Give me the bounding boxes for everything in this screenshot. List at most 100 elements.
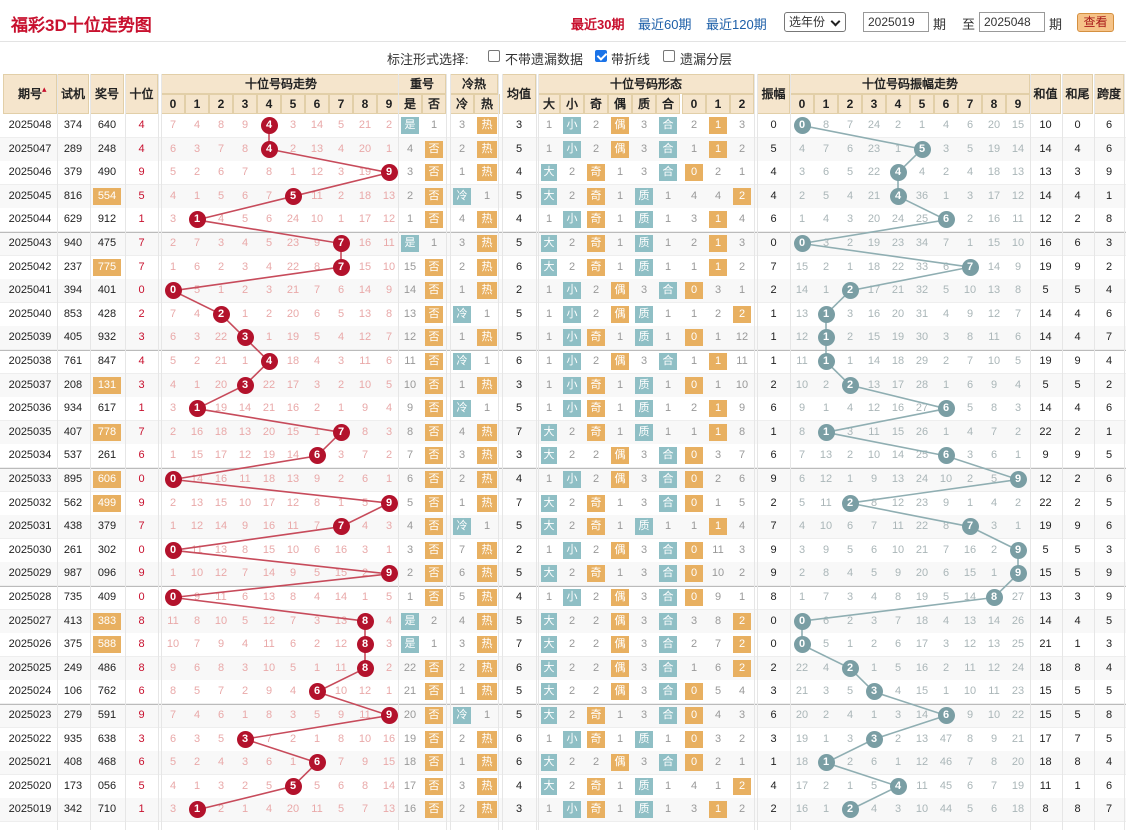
remainder-tag: 2 — [733, 612, 751, 630]
prime-miss: 3 — [640, 119, 648, 131]
amp-miss-cell: 7 — [822, 142, 830, 155]
trend-digit-header: 0 — [161, 94, 185, 114]
miss-cell: 7 — [241, 567, 249, 580]
miss-cell: 1 — [289, 166, 297, 179]
tail-cell: 3 — [1074, 591, 1081, 603]
hot-tag: 热 — [477, 423, 497, 441]
amp-miss-cell: 1 — [846, 638, 854, 651]
prize-cell: 847 — [97, 355, 117, 367]
composite-tag: 合 — [659, 612, 677, 630]
miss-cell: 7 — [313, 284, 321, 297]
search-button[interactable]: 查看 — [1077, 13, 1114, 32]
group-divider — [0, 585, 1126, 587]
miss-cell: 3 — [337, 166, 345, 179]
miss-cell: 12 — [334, 638, 348, 651]
miss-cell: 6 — [313, 543, 321, 556]
no-miss-data-label[interactable]: 不带遗漏数据 — [505, 52, 584, 67]
small-tag: 小 — [563, 589, 581, 606]
ten-cell: 9 — [138, 496, 145, 509]
amp-miss-cell: 4 — [942, 614, 950, 627]
year-select[interactable]: 选年份 — [784, 12, 846, 32]
span-cell: 6 — [1105, 142, 1113, 155]
amp-miss-cell: 5 — [966, 142, 974, 155]
cold-miss: 3 — [458, 779, 466, 792]
composite-miss: 1 — [664, 779, 672, 792]
small-tag: 小 — [563, 376, 581, 394]
amp-ball: 8 — [985, 589, 1003, 606]
miss-cell: 15 — [190, 449, 204, 462]
amp-miss-cell: 12 — [891, 496, 905, 509]
composite-tag: 合 — [659, 707, 677, 724]
recent-120-link[interactable]: 最近120期 — [706, 17, 767, 32]
remainder-miss: 3 — [690, 213, 698, 226]
amp-miss-cell: 19 — [1011, 779, 1025, 792]
miss-cell: 6 — [169, 732, 177, 745]
amp-miss-cell: 44 — [939, 803, 953, 816]
test-cell: 816 — [63, 189, 83, 202]
miss-cell: 2 — [193, 756, 201, 769]
miss-cell: 7 — [361, 449, 369, 462]
tail-cell: 4 — [1074, 307, 1081, 320]
miss-cell: 9 — [313, 473, 321, 485]
ten-ball: 1 — [188, 400, 206, 418]
polyline-checkbox[interactable] — [595, 50, 607, 62]
ten-cell: 0 — [138, 284, 145, 297]
remainder-miss: 1 — [738, 756, 746, 769]
amp-miss-cell: 6 — [822, 614, 830, 627]
amp-miss-cell: 12 — [819, 473, 833, 485]
amp-miss-cell: 1 — [966, 237, 974, 249]
amp-miss-cell: 6 — [942, 260, 950, 273]
col-avg-header: 均值 — [502, 74, 536, 114]
polyline-label[interactable]: 带折线 — [611, 52, 651, 67]
to-issue-input[interactable]: 2025048 — [979, 12, 1045, 32]
recent-60-link[interactable]: 最近60期 — [638, 17, 692, 32]
amp-miss-cell: 5 — [846, 685, 854, 698]
amp-ball: 2 — [841, 376, 859, 394]
amp-miss-cell: 2 — [1014, 496, 1022, 509]
hot-tag: 热 — [477, 447, 497, 465]
amp-cell: 7 — [770, 520, 777, 533]
amp-miss-cell: 2 — [822, 260, 830, 273]
ten-ball: 3 — [236, 376, 254, 394]
test-cell: 379 — [63, 166, 83, 179]
recent-30-link[interactable]: 最近30期 — [571, 17, 625, 32]
amp-cell: 2 — [770, 496, 777, 509]
amp-miss-cell: 1 — [918, 119, 926, 131]
amp-cell: 9 — [770, 567, 777, 580]
sort-arrow-icon[interactable]: ▴ — [42, 84, 47, 94]
miss-cell: 3 — [193, 331, 201, 344]
amp-cell: 5 — [770, 142, 777, 155]
miss-cell: 11 — [167, 614, 179, 627]
remainder-miss: 11 — [736, 355, 748, 367]
miss-cell: 1 — [193, 189, 201, 202]
remainder-miss: 4 — [738, 685, 746, 698]
miss-layer-label[interactable]: 遗漏分层 — [680, 52, 733, 67]
amp-cell: 0 — [770, 119, 777, 131]
remainder-miss: 1 — [738, 284, 746, 297]
repeat-miss: 1 — [430, 237, 438, 249]
remainder-tag: 1 — [709, 400, 727, 418]
miss-cell: 11 — [311, 803, 323, 816]
remainder-miss: 1 — [714, 331, 722, 344]
prize-cell: 383 — [93, 612, 121, 630]
amp-miss-cell: 2 — [894, 119, 902, 131]
issue-cell: 2025034 — [8, 449, 52, 462]
amp-miss-cell: 8 — [966, 331, 974, 344]
remainder-miss: 1 — [714, 378, 722, 391]
amp-miss-cell: 22 — [867, 166, 881, 179]
miss-cell: 7 — [265, 732, 273, 745]
ten-ball: 7 — [332, 258, 350, 276]
miss-layer-checkbox[interactable] — [663, 50, 675, 62]
amp-miss-cell: 1 — [822, 732, 830, 745]
no-miss-data-checkbox[interactable] — [488, 50, 500, 62]
miss-cell: 1 — [361, 591, 369, 603]
hot-header: 热 — [474, 94, 500, 114]
miss-cell: 12 — [262, 614, 276, 627]
from-issue-input[interactable]: 2025019 — [863, 12, 929, 32]
big-miss: 1 — [545, 355, 553, 367]
hot-tag: 热 — [477, 471, 497, 488]
miss-cell: 3 — [193, 142, 201, 155]
amp-miss-cell: 5 — [942, 284, 950, 297]
prize-cell: 490 — [97, 166, 117, 179]
form-r2-header: 2 — [730, 94, 754, 114]
